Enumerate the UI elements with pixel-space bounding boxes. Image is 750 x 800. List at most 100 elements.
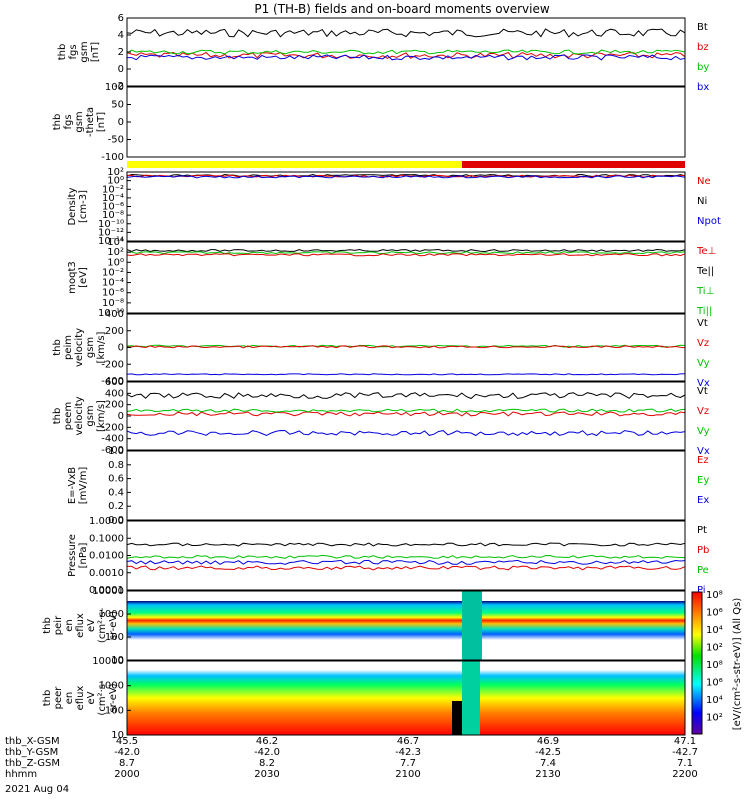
colorbar-tick-label: 10⁸ — [706, 590, 723, 601]
x-tick-label: 2000 — [114, 769, 139, 780]
legend-Vt: Vt — [697, 318, 708, 329]
y-tick-label: 10⁻⁸ — [102, 210, 124, 221]
x-tick-label: 8.7 — [119, 758, 135, 769]
y-axis-label-line: thb — [42, 617, 53, 634]
y-axis-label-line: thb — [57, 44, 68, 61]
y-axis-label-line: velocity — [74, 396, 85, 435]
y-axis-label-line: peim — [63, 335, 74, 360]
y-tick-label: 0.6 — [108, 474, 124, 485]
y-tick-label: -400 — [101, 376, 124, 387]
y-tick-label: 1.0000 — [89, 516, 124, 527]
series-pressure-1 — [126, 554, 686, 559]
panel-frame — [126, 86, 686, 158]
y-tick-label: 10² — [107, 247, 124, 258]
series-pressure-2 — [126, 559, 686, 565]
y-tick-label: 6 — [118, 13, 124, 24]
y-tick-label: 10⁻⁶ — [102, 202, 124, 213]
x-tick-label: 2130 — [535, 769, 560, 780]
x-tick-label: 2030 — [254, 769, 279, 780]
y-axis-label-line: (cm²·s- — [97, 608, 108, 644]
panel-frame — [126, 660, 686, 736]
y-axis-label-line: en — [64, 692, 75, 705]
legend-Bt: Bt — [697, 22, 708, 33]
x-tick-label: 45.5 — [116, 736, 138, 747]
x-tick-label: 2200 — [672, 769, 697, 780]
x-row-label: thb_X-GSM — [5, 736, 60, 747]
y-axis-label-line: velocity — [74, 328, 85, 367]
y-axis-label-line: peem — [63, 402, 74, 430]
y-axis-label-line: eV — [86, 619, 97, 632]
y-tick-label: 10⁻¹⁰ — [98, 219, 124, 230]
x-tick-label: -42.7 — [672, 747, 698, 758]
y-tick-label: 10⁻⁴ — [102, 278, 124, 289]
x-axis-labels: thb_X-GSM 45.5 46.2 46.7 46.9 47.1 thb_Y-GSM -4… — [5, 736, 698, 795]
panel-peir: 10000 1000 100 10 thbpeirenefluxeV(cm²·s-sr-… — [42, 586, 686, 666]
legend-by: by — [697, 62, 709, 73]
y-tick-label: 200 — [105, 400, 124, 411]
colorbar-tick-label: 10⁶ — [706, 678, 723, 689]
panel-fgs-theta: 100 50 0 -50 -100 thbfgsgsm-theta[nT] — [52, 82, 686, 163]
y-axis-label-line: [nT] — [90, 42, 101, 62]
panel-efield: 1.0 0.8 0.6 0.4 0.2 0.0 E=-VxB[mV/m] Ez Ey Ex — [67, 446, 709, 526]
y-tick-label: 10000 — [92, 586, 124, 597]
panel-frame — [126, 381, 686, 451]
y-axis-label: Pressure[nPa] — [67, 534, 89, 577]
y-tick-label: 0.8 — [108, 460, 124, 471]
y-tick-label: 0 — [118, 117, 124, 128]
spectrogram-peir-gap — [462, 591, 482, 660]
colorbar-tick-label: 10⁶ — [706, 608, 723, 619]
y-tick-label: 4 — [118, 30, 124, 41]
y-tick-label: 100 — [105, 632, 124, 643]
colorbar-tick-label: 10² — [706, 643, 723, 654]
y-axis-label-line: thb — [52, 114, 63, 131]
x-tick-label: 8.2 — [259, 758, 275, 769]
spectrogram-peer-dark — [452, 701, 462, 735]
y-tick-label: 10⁻¹⁰ — [98, 308, 124, 319]
series-fgs-2 — [126, 49, 686, 55]
spectrogram-peer-gap — [462, 661, 480, 735]
y-axis-label: thbfgsgsm[nT] — [57, 41, 101, 62]
y-tick-label: 10⁻⁶ — [102, 288, 124, 299]
x-tick-label: -42.3 — [395, 747, 421, 758]
y-tick-label: -50 — [108, 135, 124, 146]
legend-Ez: Ez — [697, 455, 709, 466]
y-tick-label: 400 — [105, 309, 124, 320]
y-tick-label: 10⁻¹⁴ — [98, 236, 124, 247]
y-tick-label: 0.0 — [108, 515, 124, 526]
panel-peim: 400 200 0 -200 -400 thbpeimvelocitygsm[km/s] V… — [52, 309, 710, 389]
legend-Vt: Vt — [697, 386, 708, 397]
series-density-2 — [126, 175, 686, 179]
y-tick-label: -100 — [101, 152, 124, 163]
series-temp-2 — [126, 253, 686, 257]
y-tick-label: 10⁴ — [107, 237, 124, 248]
x-tick-label: -42.0 — [254, 747, 280, 758]
legend-Vz: Vz — [697, 338, 709, 349]
y-tick-label: 0.4 — [108, 487, 124, 498]
y-tick-label: 10² — [107, 167, 124, 178]
legend-Ti⊥: Ti⊥ — [696, 286, 714, 297]
y-tick-label: 2 — [118, 47, 124, 58]
panels: 6420-2thbfgsgsm[nT]Btbzbybx100500-50-100… — [42, 13, 721, 741]
series-peem-2 — [126, 408, 686, 413]
y-axis-label-line: [mV/m] — [78, 467, 89, 505]
colorbar-label: [eV/(cm²-s-str-eV)] (All Qs) — [732, 598, 743, 731]
series-fgs-1 — [126, 51, 686, 59]
x-tick-label: -42.5 — [535, 747, 561, 758]
y-axis-label-line: [nT] — [96, 112, 107, 132]
y-tick-label: -400 — [101, 434, 124, 445]
y-axis-label-line: E=-VxB — [67, 467, 78, 504]
spectrogram-peir — [127, 601, 685, 640]
y-tick-label: -200 — [101, 359, 124, 370]
y-axis-label-line: eflux — [75, 686, 86, 711]
legend-Pb: Pb — [697, 545, 709, 556]
colorbar-tick-label: 10² — [706, 713, 723, 724]
y-axis-label: thbpeirenefluxeV(cm²·s-sr-eV) — [42, 608, 119, 644]
legend-Vx: Vx — [697, 446, 710, 457]
y-axis-label-line: eV — [86, 691, 97, 704]
y-axis-label-line: Density — [67, 187, 78, 225]
legend-Vx: Vx — [697, 378, 710, 389]
y-axis-label-line: peer — [53, 686, 64, 710]
y-axis-label-line: -theta — [85, 107, 96, 137]
